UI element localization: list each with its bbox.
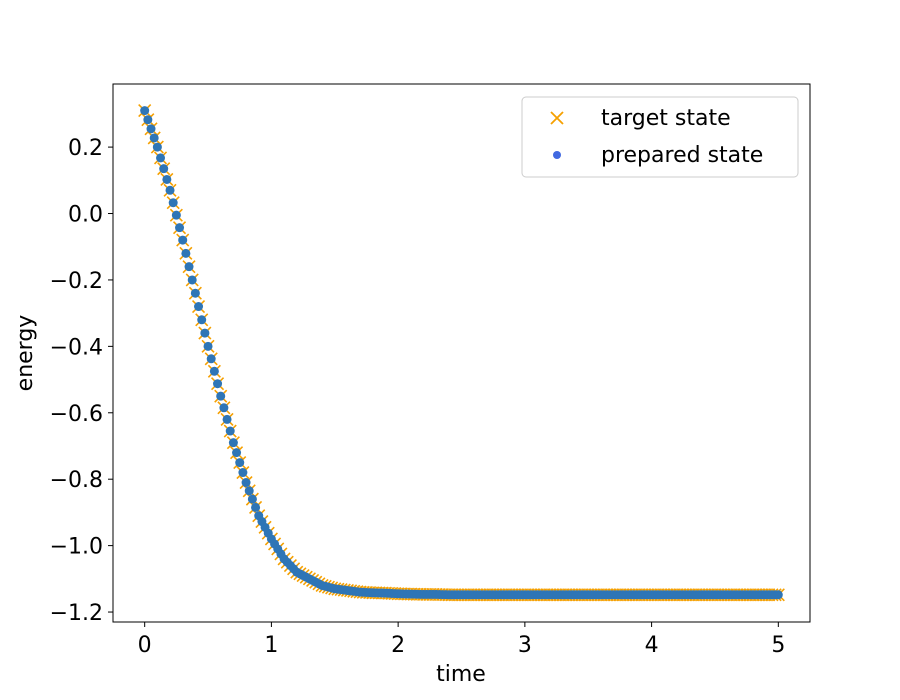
prepared-point — [209, 366, 219, 376]
prepared-point — [140, 106, 150, 116]
x-tick-label: 3 — [518, 633, 532, 658]
legend-box — [521, 96, 799, 178]
prepared-point — [146, 124, 156, 134]
dot-marker-icon — [553, 151, 561, 159]
prepared-point — [203, 341, 213, 351]
prepared-point — [219, 403, 229, 413]
x-tick-label: 4 — [645, 633, 659, 658]
y-axis: 0.2 0.0 −0.2 −0.4 −0.6 −0.8 −1.0 −1.2 — [50, 136, 113, 626]
prepared-point — [225, 426, 235, 436]
prepared-point — [247, 494, 257, 504]
y-tick-label: 0.0 — [68, 203, 103, 228]
legend-marker-target-state — [550, 111, 564, 125]
prepared-point — [251, 502, 261, 512]
prepared-point — [197, 315, 207, 325]
y-axis-label: energy — [13, 315, 38, 392]
prepared-point — [187, 275, 197, 285]
prepared-point — [222, 414, 232, 424]
prepared-point — [228, 438, 238, 448]
prepared-point — [238, 468, 248, 478]
prepared-point — [232, 448, 242, 458]
axes-frame — [112, 83, 811, 623]
legend: target state prepared state — [521, 96, 799, 178]
x-marker-icon — [550, 111, 564, 125]
prepared-point — [206, 354, 216, 364]
y-tick-label: −1.2 — [50, 601, 103, 626]
y-tick-label: −0.6 — [50, 402, 103, 427]
prepared-point — [200, 328, 210, 338]
y-tick-label: −0.4 — [50, 335, 103, 360]
prepared-point — [241, 478, 251, 488]
y-tick-label: −0.2 — [50, 269, 103, 294]
prepared-point — [159, 164, 169, 174]
legend-marker-prepared-state — [553, 151, 561, 159]
y-tick-label: −0.8 — [50, 468, 103, 493]
plot-area — [138, 104, 785, 602]
x-tick-label: 1 — [264, 633, 278, 658]
prepared-point — [171, 210, 181, 220]
prepared-point — [168, 198, 178, 208]
x-tick-label: 2 — [391, 633, 405, 658]
prepared-point — [213, 379, 223, 389]
x-tick-label: 0 — [138, 633, 152, 658]
prepared-point — [149, 133, 159, 143]
legend-label-prepared-state: prepared state — [601, 143, 763, 168]
prepared-point — [773, 590, 783, 600]
prepared-point — [235, 458, 245, 468]
prepared-point — [152, 142, 162, 152]
prepared-point — [244, 486, 254, 496]
x-axis-label: time — [436, 662, 486, 687]
legend-label-target-state: target state — [601, 106, 731, 131]
prepared-point — [162, 174, 172, 184]
prepared-point — [156, 153, 166, 163]
prepared-point — [216, 391, 226, 401]
prepared-point — [178, 235, 188, 245]
x-tick-label: 5 — [771, 633, 785, 658]
prepared-point — [181, 248, 191, 258]
prepared-point — [184, 262, 194, 272]
series-prepared-state — [140, 106, 783, 600]
prepared-point — [190, 288, 200, 298]
prepared-point — [165, 185, 175, 195]
y-tick-label: 0.2 — [68, 136, 103, 161]
prepared-point — [194, 302, 204, 312]
prepared-point — [143, 115, 153, 125]
prepared-point — [175, 223, 185, 233]
x-axis: 0 1 2 3 4 5 — [138, 622, 785, 658]
y-tick-label: −1.0 — [50, 535, 103, 560]
